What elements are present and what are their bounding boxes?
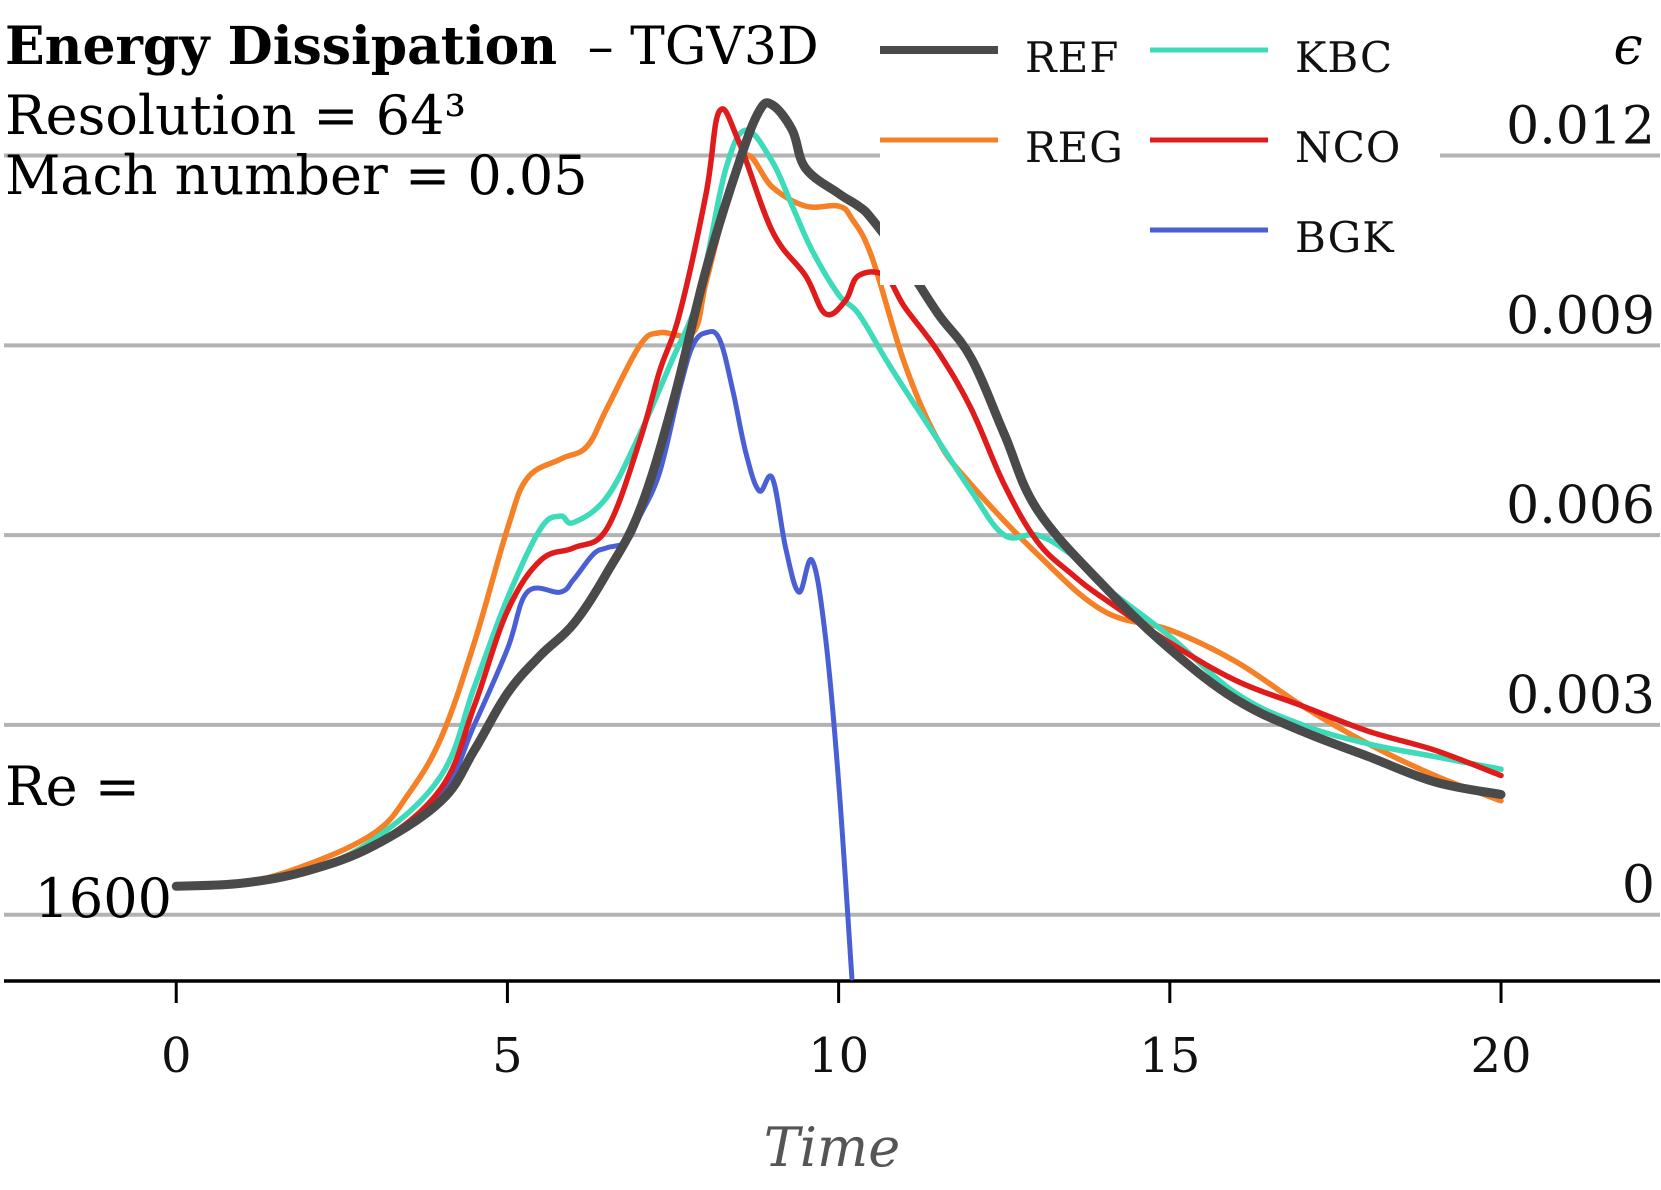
x-tick-label-2: 10 <box>808 1028 869 1084</box>
legend-label-kbc: KBC <box>1295 33 1393 82</box>
x-tick-label-3: 15 <box>1139 1028 1200 1084</box>
x-tick-labels: 0 5 10 15 20 <box>161 1028 1532 1084</box>
re-value: 1600 <box>35 867 172 930</box>
x-tick-label-4: 20 <box>1470 1028 1531 1084</box>
y-tick-label-1: 0.003 <box>1506 666 1655 726</box>
series-line-kbc <box>173 127 1504 890</box>
y-tick-label-3: 0.009 <box>1506 286 1655 346</box>
subtitle-mach: Mach number = 0.05 <box>5 144 588 207</box>
chart-title-block: Energy Dissipation – TGV3D <box>5 16 819 77</box>
series-line-ref <box>171 98 1506 891</box>
x-tick-label-0: 0 <box>161 1028 192 1084</box>
y-tick-label-2: 0.006 <box>1506 476 1655 536</box>
legend-label-reg: REG <box>1025 123 1124 172</box>
chart-title-suffix: – TGV3D <box>588 17 819 77</box>
legend-label-nco: NCO <box>1295 123 1401 172</box>
legend-label-bgk: BGK <box>1295 213 1395 262</box>
legend-label-ref: REF <box>1025 33 1119 82</box>
data-series <box>171 98 1506 981</box>
re-label: Re = <box>5 755 140 818</box>
x-axis-label: Time <box>764 1116 900 1179</box>
x-axis <box>4 979 1660 1003</box>
series-line-bgk <box>173 328 855 981</box>
y-axis-label: ϵ <box>1613 17 1642 77</box>
legend: REF KBC REG NCO BGK <box>880 20 1440 285</box>
y-tick-labels: 0 0.003 0.006 0.009 0.012 <box>1506 97 1655 916</box>
x-tick-label-1: 5 <box>492 1028 523 1084</box>
legend-background <box>880 20 1440 285</box>
chart-title: Energy Dissipation <box>5 16 557 77</box>
gridlines <box>4 153 1660 917</box>
y-tick-label-0: 0 <box>1622 856 1655 916</box>
y-tick-label-4: 0.012 <box>1506 97 1655 157</box>
subtitle-resolution: Resolution = 64³ <box>5 84 466 147</box>
